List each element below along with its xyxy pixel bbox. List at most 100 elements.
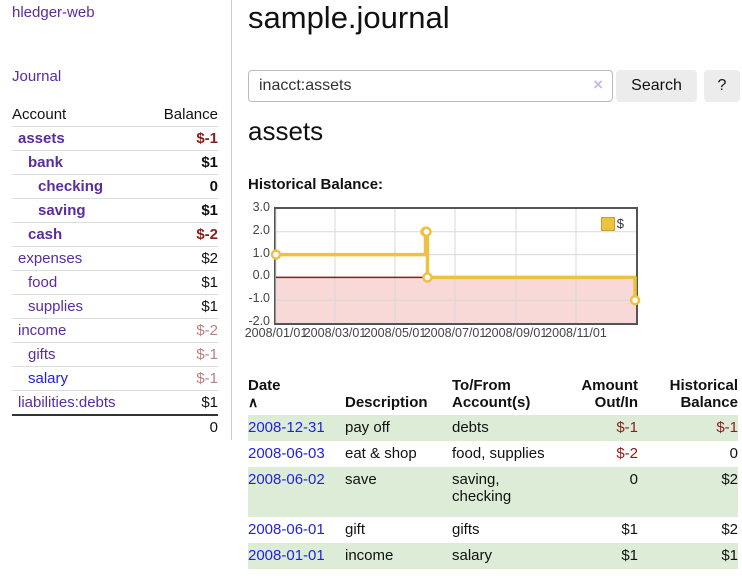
account-link-food[interactable]: food — [28, 274, 58, 291]
chart-title: Historical Balance: — [248, 176, 384, 193]
x-axis-tick-label: 2008/11/01 — [545, 326, 607, 340]
search-box: × — [248, 70, 613, 102]
account-link-expenses[interactable]: expenses — [18, 250, 83, 267]
accounts-total-row: 0 — [12, 414, 218, 439]
sidebar: hledger-web Journal Account Balance asse… — [0, 0, 232, 440]
transaction-description: save — [345, 471, 377, 488]
account-row: bank $1 — [12, 150, 218, 175]
app-title-link[interactable]: hledger-web — [12, 4, 95, 21]
account-balance: $1 — [152, 150, 218, 175]
table-row: 2008-12-31 pay off debts $-1 $-1 — [248, 415, 738, 441]
date-header-label: Date — [248, 377, 281, 394]
account-balance: 0 — [152, 174, 218, 199]
chart-legend: $ — [600, 216, 624, 231]
account-row: income $-2 — [12, 318, 218, 343]
account-balance: $2 — [152, 246, 218, 271]
account-row: salary $-1 — [12, 366, 218, 391]
transaction-amount: $-2 — [616, 445, 638, 462]
register-header-balance: Historical Balance — [669, 377, 738, 411]
legend-swatch-dollar — [600, 216, 615, 231]
page-title: sample.journal — [248, 0, 450, 35]
transaction-balance: $2 — [721, 471, 738, 488]
transaction-balance: 0 — [729, 445, 738, 462]
transaction-description: gift — [345, 521, 366, 538]
account-link-checking[interactable]: checking — [38, 178, 104, 195]
account-balance: $-1 — [152, 126, 218, 151]
account-row: food $1 — [12, 270, 218, 295]
transaction-date-link[interactable]: 2008-12-31 — [248, 419, 325, 436]
sidebar-item-journal[interactable]: Journal — [12, 68, 62, 85]
register-header-description: Description — [345, 394, 428, 411]
table-row: 2008-06-02 save saving, checking 0 $2 — [248, 467, 738, 517]
transaction-date-link[interactable]: 2008-06-03 — [248, 445, 325, 462]
register-header-amount: Amount Out/In — [581, 377, 638, 411]
search-input[interactable] — [248, 70, 613, 102]
data-point-marker — [422, 272, 433, 283]
account-link-supplies[interactable]: supplies — [28, 298, 84, 315]
account-balance: $1 — [152, 294, 218, 319]
data-point-marker — [629, 294, 641, 306]
accounts-header-balance: Balance — [163, 106, 218, 123]
transaction-date-link[interactable]: 2008-06-02 — [248, 471, 325, 488]
transaction-date-link[interactable]: 2008-06-01 — [248, 521, 325, 538]
x-axis-tick-label: 2008/07/01 — [423, 326, 487, 340]
y-axis-tick-label: 1.0 — [252, 245, 270, 260]
account-balance: $1 — [152, 198, 218, 223]
transaction-description: income — [345, 547, 394, 564]
transaction-amount: $1 — [621, 547, 638, 564]
transaction-balance: $2 — [721, 521, 738, 538]
table-row: 2008-01-01 income salary $1 $1 — [248, 543, 738, 569]
account-row: supplies $1 — [12, 294, 218, 319]
account-balance: $1 — [152, 270, 218, 295]
account-link-gifts[interactable]: gifts — [28, 346, 56, 363]
transaction-balance: $1 — [721, 547, 738, 564]
legend-label: $ — [616, 216, 624, 231]
account-heading: assets — [248, 116, 324, 146]
account-balance: $1 — [152, 390, 218, 415]
account-link-bank[interactable]: bank — [28, 154, 64, 171]
transaction-accounts: salary — [452, 547, 493, 564]
account-row: checking 0 — [12, 174, 218, 199]
account-link-income[interactable]: income — [18, 322, 67, 339]
transaction-description: eat & shop — [345, 445, 417, 462]
sort-ascending-icon: ∧ — [248, 394, 259, 410]
table-row: 2008-06-01 gift gifts $1 $2 — [248, 517, 738, 543]
table-row: 2008-06-03 eat & shop food, supplies $-2… — [248, 441, 738, 467]
x-axis-tick-label: 2008/09/01 — [484, 326, 548, 340]
account-link-salary[interactable]: salary — [28, 370, 69, 387]
accounts-table: Account Balance assets $-1 bank $1 check… — [12, 103, 218, 439]
search-button[interactable]: Search — [616, 70, 697, 102]
account-row: saving $1 — [12, 198, 218, 223]
account-link-assets[interactable]: assets — [18, 130, 65, 147]
help-button[interactable]: ? — [704, 70, 740, 102]
y-axis-tick-label: -2.0 — [248, 314, 270, 328]
data-point-marker — [421, 226, 432, 238]
accounts-total: 0 — [152, 414, 218, 439]
clear-search-icon[interactable]: × — [593, 75, 603, 94]
accounts-header-row: Account Balance — [12, 103, 218, 127]
x-axis-tick-label: 2008/01/01 — [244, 326, 308, 340]
x-axis-tick-label: 2008/05/01 — [363, 326, 427, 340]
y-axis-tick-label: 0.0 — [252, 268, 270, 283]
account-link-liabilities-debts[interactable]: liabilities:debts — [18, 394, 116, 411]
transaction-balance: $-1 — [716, 419, 738, 436]
y-axis-tick-label: -1.0 — [248, 291, 270, 306]
chart-canvas — [270, 209, 641, 323]
transaction-description: pay off — [345, 419, 390, 436]
transaction-accounts: gifts — [452, 521, 480, 538]
account-balance: $-2 — [152, 222, 218, 247]
account-row: cash $-2 — [12, 222, 218, 247]
accounts-header-account: Account — [12, 106, 67, 123]
transaction-accounts: food, supplies — [452, 445, 545, 462]
account-row: expenses $2 — [12, 246, 218, 271]
register-header-date[interactable]: Date ∧ — [248, 358, 345, 415]
account-balance: $-2 — [152, 318, 218, 343]
transaction-accounts: saving, checking — [452, 471, 512, 505]
account-link-saving[interactable]: saving — [38, 202, 86, 219]
account-row: assets $-1 — [12, 126, 218, 151]
account-balance: $-1 — [152, 366, 218, 391]
transaction-date-link[interactable]: 2008-01-01 — [248, 547, 325, 564]
register-header-accounts: To/From Account(s) — [452, 377, 531, 411]
account-link-cash[interactable]: cash — [28, 226, 63, 243]
account-row: gifts $-1 — [12, 342, 218, 367]
